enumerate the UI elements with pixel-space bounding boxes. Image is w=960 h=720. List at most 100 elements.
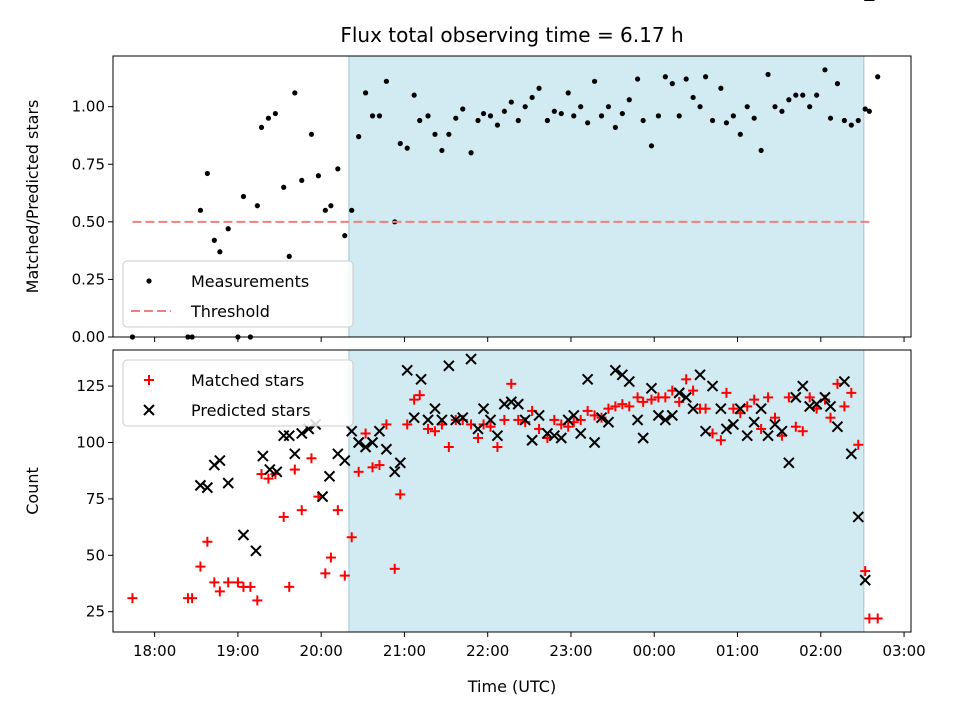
matched-stars-point xyxy=(289,464,300,475)
measurements-point xyxy=(349,207,355,213)
matched-stars-point xyxy=(603,403,614,414)
matched-stars-point xyxy=(610,401,621,412)
predicted-stars-point xyxy=(845,448,858,460)
predicted-stars-point-b xyxy=(366,436,379,449)
predicted-stars-point xyxy=(289,448,301,460)
predicted-stars-point xyxy=(741,430,753,442)
predicted-stars-point-b xyxy=(491,430,504,442)
predicted-stars-point xyxy=(533,409,545,422)
predicted-stars-point-b xyxy=(526,434,538,446)
predicted-stars-point xyxy=(595,411,608,424)
predicted-stars-point xyxy=(831,420,844,433)
predicted-stars-point xyxy=(436,414,448,426)
predicted-stars-point xyxy=(652,409,665,422)
count-axes-frame xyxy=(112,349,912,633)
predicted-stars-point xyxy=(588,436,601,449)
measurements-point xyxy=(501,108,507,114)
matched-stars-point xyxy=(804,392,815,403)
predicted-stars-point xyxy=(194,479,207,492)
ratio-legend: Measurements Threshold xyxy=(122,260,354,328)
measurements-point xyxy=(558,110,564,117)
predicted-stars-point xyxy=(637,432,649,444)
measurements-point xyxy=(848,122,854,128)
matched-stars-point xyxy=(389,563,400,574)
predicted-stars-legend-label: Predicted stars xyxy=(191,401,311,420)
predicted-stars-point xyxy=(373,425,386,437)
count-observing-window xyxy=(348,350,864,632)
predicted-stars-point-b xyxy=(602,416,615,428)
predicted-stars-point-b xyxy=(706,380,719,392)
predicted-stars-point-b xyxy=(498,398,511,410)
predicted-stars-point-b xyxy=(631,414,644,426)
matched-stars-point xyxy=(853,439,864,450)
ratio-observing-window xyxy=(348,56,864,337)
count-y-axis-title: Count xyxy=(23,467,42,515)
matched-stars-point xyxy=(749,394,760,405)
measurements-point xyxy=(814,92,820,98)
measurements-point xyxy=(439,147,445,154)
predicted-stars-point-b xyxy=(741,430,753,442)
predicted-stars-point-b xyxy=(680,391,692,404)
predicted-stars-point xyxy=(519,414,531,426)
ratio-y-tick-label: 0.75 xyxy=(72,155,105,173)
predicted-stars-point xyxy=(574,427,587,440)
chart-title: Flux total observing time = 6.17 h xyxy=(340,23,683,47)
predicted-stars-point xyxy=(408,411,420,424)
measurements-point xyxy=(585,120,591,126)
matched-stars-point xyxy=(332,505,343,516)
matched-stars-point xyxy=(245,581,256,592)
matched-stars-point xyxy=(513,414,524,425)
measurements-point xyxy=(529,94,535,101)
predicted-stars-point xyxy=(250,545,262,557)
predicted-stars-point xyxy=(803,400,816,413)
matched-stars-point xyxy=(296,505,307,516)
matched-stars-point xyxy=(825,412,836,423)
measurements-point xyxy=(793,92,799,98)
predicted-stars-point-b xyxy=(755,402,767,415)
predicted-stars-point-b xyxy=(581,373,594,386)
predicted-stars-point-b xyxy=(373,425,386,437)
matched-stars-point xyxy=(395,489,406,500)
matched-stars-point xyxy=(839,401,850,412)
measurements-point xyxy=(342,233,348,239)
measurements-point xyxy=(669,81,675,87)
matched-stars-point xyxy=(549,414,560,425)
predicted-stars-point xyxy=(366,436,379,449)
predicted-stars-point-b xyxy=(250,545,262,557)
predicted-stars-point-b xyxy=(616,369,629,381)
predicted-stars-point-b xyxy=(352,436,365,449)
matched-stars-point xyxy=(756,423,767,434)
matched-stars-point xyxy=(617,399,628,410)
predicted-stars-point-b xyxy=(512,398,524,410)
predicted-stars-point-b xyxy=(394,457,406,469)
matched-stars-point xyxy=(360,428,371,439)
measurements-point xyxy=(292,90,298,96)
measurements-point xyxy=(772,104,778,110)
count-y-tick-label: 25 xyxy=(86,603,105,621)
predicted-stars-point-b xyxy=(484,414,497,426)
matched-stars-point xyxy=(374,460,385,471)
matched-stars-point xyxy=(232,577,243,588)
predicted-stars-point-b xyxy=(852,511,864,523)
matched-stars-point xyxy=(492,442,503,453)
predicted-stars-point xyxy=(237,529,250,541)
measurements-point xyxy=(240,193,247,200)
measurements-point xyxy=(487,113,494,119)
measurements-point xyxy=(211,237,217,243)
matched-stars-point xyxy=(728,403,739,414)
predicted-stars-point xyxy=(296,427,308,440)
matched-stars-point xyxy=(263,473,274,484)
predicted-stars-point xyxy=(316,490,329,503)
matched-stars-point xyxy=(624,401,635,412)
predicted-stars-point-b xyxy=(519,414,531,426)
predicted-stars-point xyxy=(645,382,658,395)
predicted-stars-point-b xyxy=(345,425,358,437)
matched-stars-point xyxy=(872,613,883,624)
predicted-stars-point-b xyxy=(323,470,336,483)
predicted-stars-point xyxy=(581,373,594,386)
predicted-stars-point xyxy=(505,396,518,408)
predicted-stars-point xyxy=(352,436,365,449)
matched-stars-point xyxy=(429,426,440,437)
predicted-stars-point xyxy=(484,414,497,426)
